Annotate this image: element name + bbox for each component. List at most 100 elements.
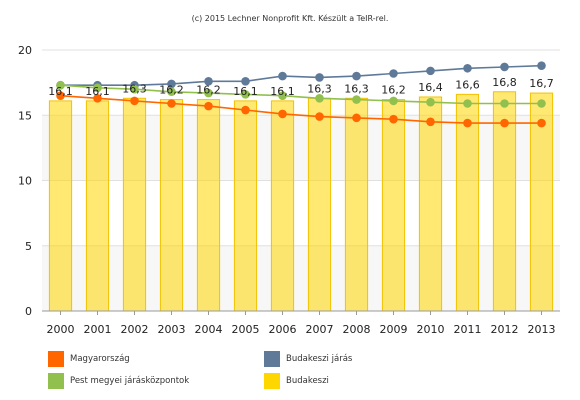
series-point-budakeszi-járás <box>315 73 324 82</box>
series-point-pest-megyei-járásközpontok <box>537 99 546 108</box>
x-tick-label: 2010 <box>417 323 445 336</box>
x-tick-label: 2001 <box>84 323 112 336</box>
legend-swatch <box>48 351 64 367</box>
series-point-pest-megyei-járásközpontok <box>426 97 435 107</box>
y-tick-label: 10 <box>18 175 32 188</box>
chart-plot: 0 5 10 15 20 2000 2001 2002 2003 2004 2005 2006 2007… <box>18 44 560 336</box>
series-point-pest-megyei-járásközpontok <box>278 91 287 100</box>
x-tick-label: 2005 <box>232 323 260 336</box>
series-point-pest-megyei-járásközpontok <box>352 95 361 104</box>
series-point-pest-megyei-járásközpontok <box>389 96 398 106</box>
series-point-magyarország <box>352 113 361 123</box>
legend-label: Magyarország <box>70 354 130 364</box>
x-tick-label: 2003 <box>158 323 186 336</box>
legend-item[interactable]: Pest megyei járásközpontok <box>48 373 189 389</box>
bar-data-label: 16,4 <box>418 81 443 94</box>
legend-item[interactable]: Budakeszi járás <box>264 351 352 367</box>
x-tick-label: 2006 <box>269 323 297 336</box>
x-tick-label: 2007 <box>306 323 334 336</box>
legend-swatch <box>264 373 280 389</box>
y-tick-label: 20 <box>18 44 32 57</box>
bar-data-label: 16,2 <box>381 84 406 97</box>
series-point-pest-megyei-járásközpontok <box>463 99 472 108</box>
bar-data-label: 16,7 <box>529 77 554 90</box>
series-point-pest-megyei-járásközpontok <box>93 83 102 93</box>
bar-data-label: 16,3 <box>122 82 147 95</box>
legend-item[interactable]: Budakeszi <box>264 373 329 389</box>
y-tick-label: 0 <box>25 305 32 318</box>
series-point-pest-megyei-járásközpontok <box>500 99 509 108</box>
legend-label: Budakeszi járás <box>286 354 353 364</box>
series-point-magyarország <box>241 105 250 115</box>
series-point-magyarország <box>537 118 546 128</box>
bar-data-label: 16,6 <box>455 78 480 91</box>
bar-budakeszi <box>233 100 258 312</box>
series-line-magyarország <box>60 94 542 124</box>
series-point-magyarország <box>278 109 287 119</box>
plot-band <box>42 245 560 311</box>
bar-data-label: 16,1 <box>85 85 110 98</box>
legend-label: Pest megyei járásközpontok <box>70 376 190 386</box>
series-point-magyarország <box>315 112 324 121</box>
bar-data-label: 16,8 <box>492 76 517 89</box>
x-tick-label: 2000 <box>47 323 75 336</box>
series-point-budakeszi-járás <box>204 77 213 86</box>
bar-budakeszi <box>48 100 73 312</box>
series-point-budakeszi-járás <box>389 69 398 78</box>
series-point-magyarország <box>463 118 472 128</box>
y-tick-label: 15 <box>18 109 32 122</box>
bar-data-label: 16,2 <box>159 84 184 97</box>
bar-data-label: 16,3 <box>344 82 369 95</box>
series-point-budakeszi-járás <box>352 71 361 81</box>
bar-budakeszi <box>85 100 110 312</box>
bar-data-label: 16,1 <box>233 85 258 98</box>
x-tick-label: 2013 <box>528 323 556 336</box>
bar-data-label: 16,2 <box>196 84 221 97</box>
series-point-budakeszi-járás <box>463 63 472 73</box>
chart-legend: Magyarország Budakeszi járás Pest megyei j… <box>0 345 580 395</box>
series-point-budakeszi-járás <box>278 71 287 81</box>
bar-budakeszi <box>344 97 369 312</box>
plot-band <box>42 115 560 181</box>
bar-data-label: 16,3 <box>307 82 332 95</box>
series-point-magyarország <box>500 118 509 128</box>
legend-label: Budakeszi <box>286 376 329 386</box>
x-tick-label: 2002 <box>121 323 149 336</box>
legend-item[interactable]: Magyarország <box>48 351 130 367</box>
bar-budakeszi <box>159 99 184 312</box>
y-tick-label: 5 <box>25 240 32 253</box>
series-point-magyarország <box>389 114 398 124</box>
legend-swatch <box>48 373 64 389</box>
series-point-pest-megyei-járásközpontok <box>130 84 139 94</box>
bar-budakeszi <box>418 96 443 312</box>
series-point-magyarország <box>56 91 65 100</box>
series-point-magyarország <box>93 93 102 103</box>
x-tick-label: 2011 <box>454 323 482 336</box>
bar-budakeszi <box>122 97 147 312</box>
bar-data-label: 16,1 <box>270 85 295 98</box>
x-tick-label: 2009 <box>380 323 408 336</box>
series-point-pest-megyei-járásközpontok <box>167 87 176 97</box>
series-point-pest-megyei-járásközpontok <box>56 80 65 90</box>
series-point-magyarország <box>130 96 139 106</box>
series-point-budakeszi-járás <box>241 77 250 86</box>
series-point-pest-megyei-járásközpontok <box>241 90 250 99</box>
chart-credit: (c) 2015 Lechner Nonprofit Kft. Készült … <box>191 14 389 23</box>
x-tick-label: 2004 <box>195 323 223 336</box>
series-point-budakeszi-járás <box>426 66 435 76</box>
bar-data-label: 16,1 <box>48 85 73 98</box>
bar-budakeszi <box>270 100 295 312</box>
series-point-magyarország <box>204 101 213 111</box>
bar-budakeszi <box>381 99 406 312</box>
bar-budakeszi <box>307 97 332 312</box>
legend-swatch <box>264 351 280 367</box>
series-point-budakeszi-járás <box>500 62 509 72</box>
series-line-budakeszi-járás <box>60 64 542 86</box>
x-tick-label: 2012 <box>491 323 519 336</box>
series-point-magyarország <box>167 99 176 108</box>
series-line-pest-megyei-járásközpontok <box>60 84 542 105</box>
x-tick-label: 2008 <box>343 323 371 336</box>
series-point-budakeszi-járás <box>167 79 176 89</box>
series-point-budakeszi-járás <box>537 61 546 70</box>
